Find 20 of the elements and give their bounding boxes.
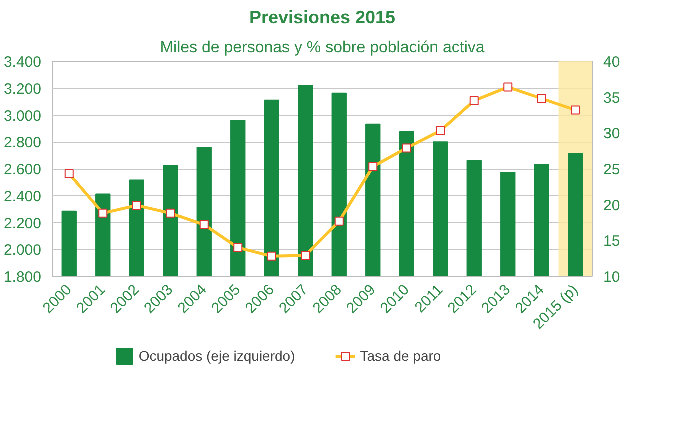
y-tick-label: 2.800	[4, 134, 42, 152]
y2-tick-label: 30	[604, 126, 620, 143]
y2-tick-label: 10	[604, 269, 620, 286]
legend-label: Tasa de paro	[360, 348, 442, 364]
chart-title: Previsiones 2015	[249, 8, 396, 28]
y2-tick-label: 20	[604, 197, 620, 214]
y-tick-label: 2.400	[4, 188, 42, 206]
y-tick-label: 3.400	[4, 54, 42, 71]
chart-subtitle: Miles de personas y % sobre población activa	[160, 40, 485, 56]
y-tick-label: 2.200	[4, 215, 42, 232]
y2-tick-label: 15	[604, 233, 620, 250]
y2-tick-label: 35	[604, 90, 620, 107]
y-tick-label: 3.200	[4, 80, 42, 98]
y-tick-label: 3.000	[4, 108, 42, 125]
y2-tick-label: 25	[604, 162, 620, 178]
y-tick-label: 1.800	[4, 269, 42, 286]
legend-label: Ocupados (eje izquierdo)	[138, 348, 296, 364]
y2-tick-label: 40	[604, 54, 620, 71]
y-tick-label: 2.600	[4, 162, 42, 178]
y-tick-label: 2.000	[4, 242, 42, 260]
